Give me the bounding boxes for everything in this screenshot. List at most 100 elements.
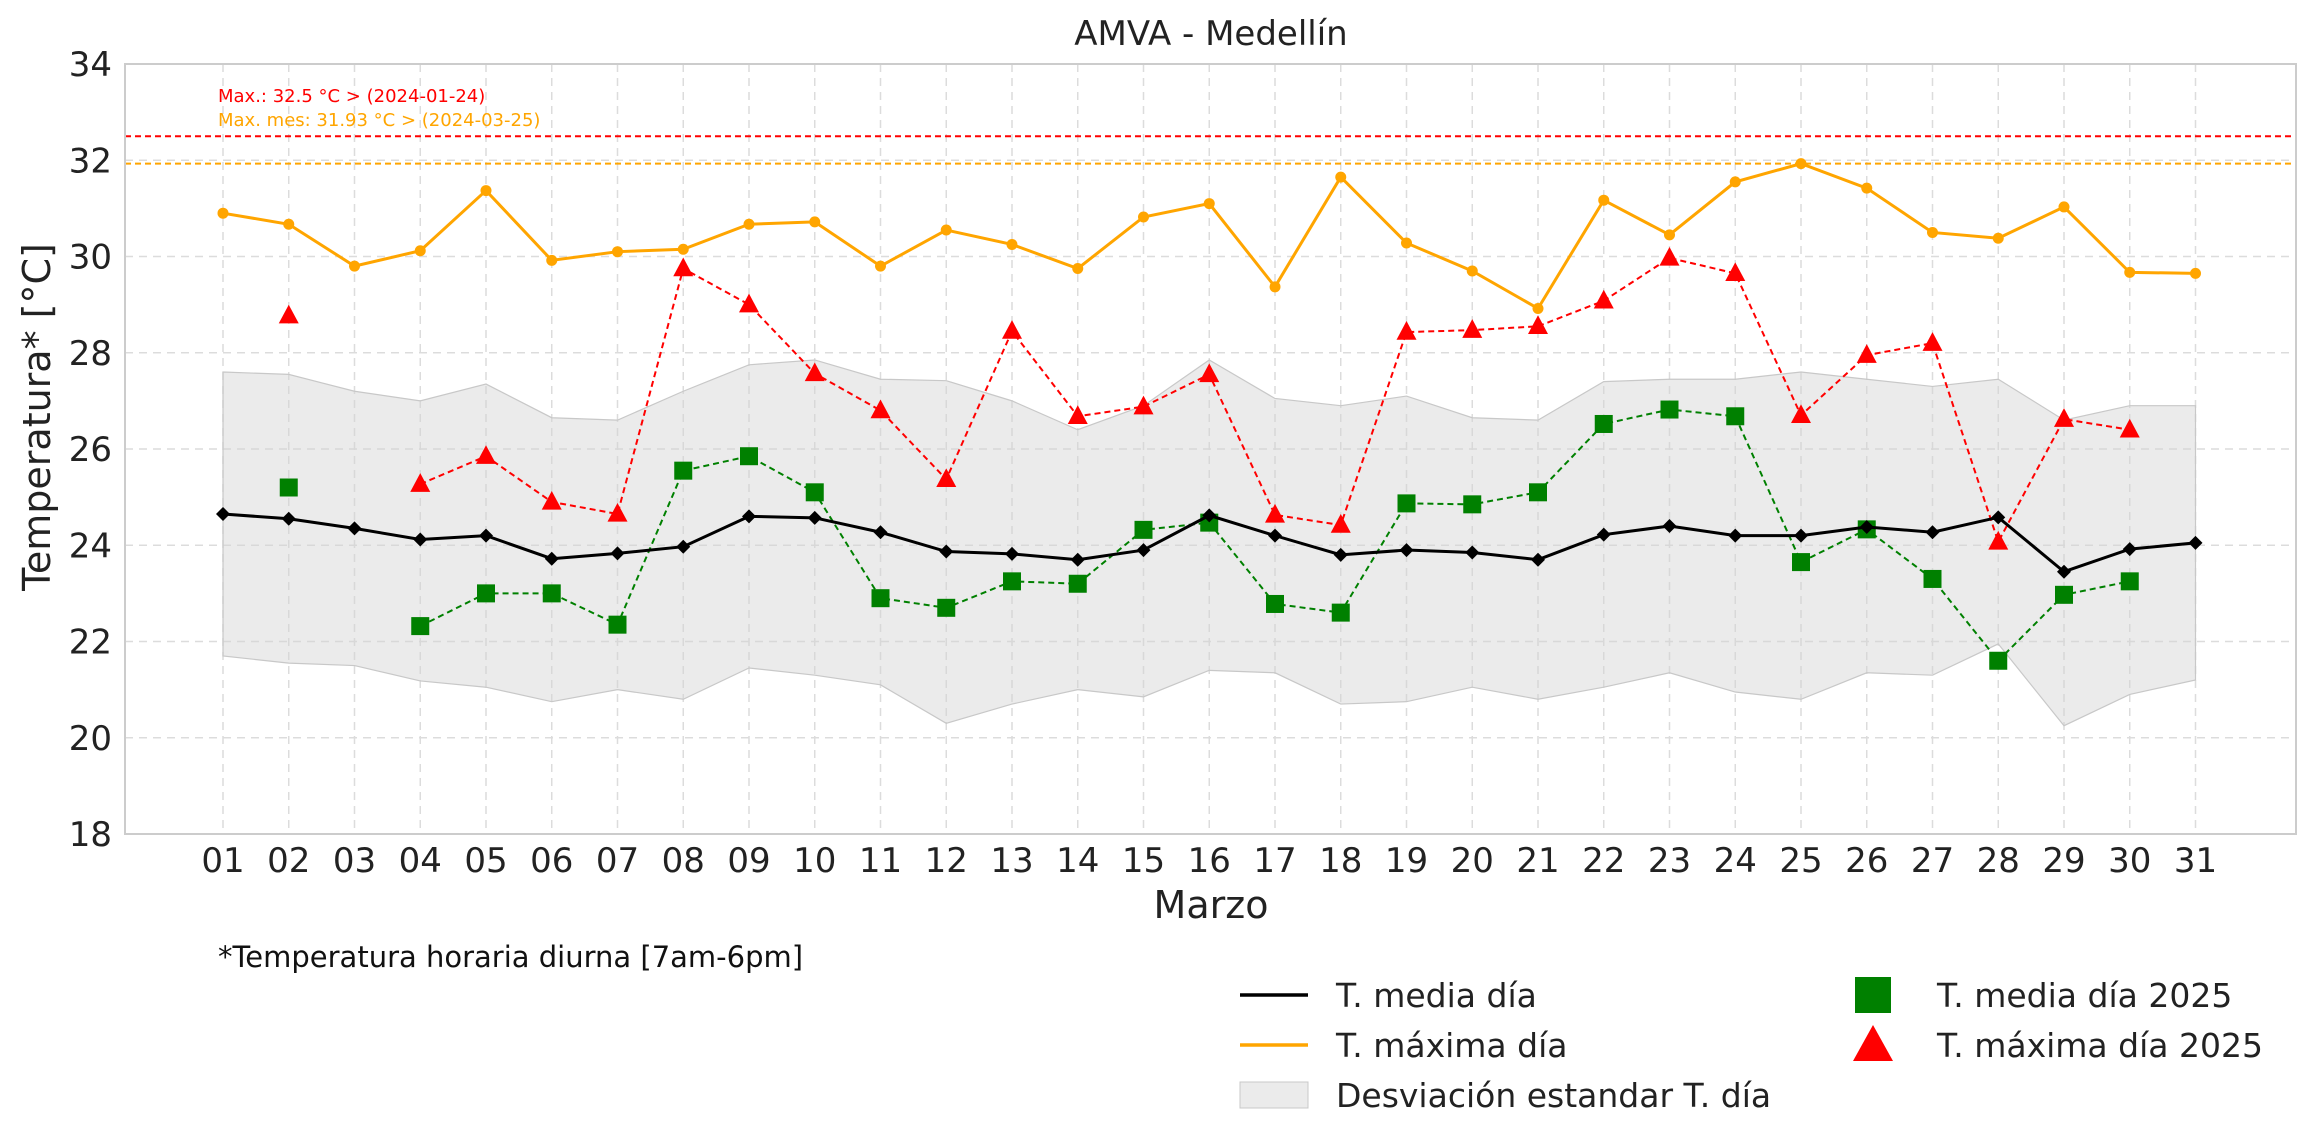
max-2025-point (1067, 405, 1088, 424)
x-tick-label: 06 (530, 841, 573, 881)
max-temp-point (2124, 266, 2136, 278)
y-tick-label: 34 (69, 45, 112, 85)
mean-2025-point (608, 615, 627, 634)
mean-temp-point (1202, 508, 1217, 523)
mean-temp-point (676, 539, 691, 554)
mean-temp-point (807, 510, 822, 525)
max-temp-point (1927, 226, 1938, 238)
max-temp-point (1861, 182, 1873, 194)
y-tick-label: 26 (69, 430, 112, 470)
mean-2025-point (937, 598, 956, 617)
mean-2025-point (1594, 414, 1613, 433)
mean-temp-point (216, 506, 230, 521)
max-temp-point (1203, 198, 1215, 210)
mean-temp-point (1728, 528, 1743, 543)
y-tick-label: 28 (69, 334, 112, 374)
legend-label: T. máxima día (1335, 1026, 1567, 1065)
mean-temp-point (1662, 519, 1677, 533)
max-temp-point (283, 218, 295, 230)
max-temp-point (677, 243, 689, 255)
x-tick-label: 13 (990, 841, 1033, 881)
mean-2025-point (740, 447, 758, 466)
x-tick-label: 11 (859, 841, 902, 881)
mean-2025-point (542, 584, 561, 603)
max-2025-point (1396, 321, 1417, 340)
mean-2025-point (1003, 572, 1021, 591)
max-temp-point (349, 260, 360, 272)
x-tick-label: 10 (793, 841, 836, 881)
x-tick-label: 04 (399, 841, 442, 881)
max-temp-point (612, 246, 623, 258)
reference-lines: Max.: 32.5 °C > (2024-01-24) Max. mes: 31… (125, 86, 2296, 165)
y-tick-label: 30 (69, 238, 112, 278)
max-2025-point (1593, 289, 1614, 309)
mean-temp-point (873, 525, 888, 540)
x-tick-label: 27 (1911, 841, 1954, 881)
mean-temp-point (2057, 564, 2071, 579)
x-tick-label: 20 (1451, 841, 1494, 881)
mean-temp-point (1859, 519, 1874, 534)
mean-temp-point (1136, 543, 1151, 558)
max-temp-point (480, 185, 492, 197)
max-2025-point (410, 473, 431, 492)
chart-title: AMVA - Medellín (1074, 14, 1347, 54)
footnote: *Temperatura horaria diurna [7am-6pm] (218, 940, 803, 974)
mean-2025-point (477, 584, 495, 603)
max-2025-line (419, 256, 2130, 545)
x-tick-label: 08 (662, 841, 705, 881)
x-tick-label: 19 (1385, 841, 1428, 881)
mean-temp-point (1465, 545, 1480, 560)
mean-temp-point (1596, 527, 1611, 542)
max-2025-point (804, 362, 825, 382)
x-tick-label: 30 (2108, 841, 2151, 881)
x-tick-label: 01 (201, 841, 244, 881)
mean-temp-point (479, 528, 493, 543)
mean-2025-point (1989, 651, 2008, 670)
max-temp-point (809, 216, 821, 228)
reference-label: Max. mes: 31.93 °C > (2024-03-25) (218, 110, 540, 131)
x-tick-label: 18 (1319, 841, 1362, 881)
axes: 18 20 22 24 26 28 30 32 34 01 02 03 04 05 06 07 08 09 10 11… (69, 45, 2297, 881)
x-tick-label: 22 (1582, 841, 1625, 881)
max-temp-point (546, 254, 558, 266)
max-temp-point (2058, 201, 2070, 213)
max-temp-point (1466, 265, 1478, 277)
x-axis-title: Marzo (1154, 883, 1269, 927)
x-tick-label: 17 (1253, 841, 1296, 881)
max-2025-point (541, 490, 562, 510)
max-2025-point (870, 399, 891, 419)
max-2025-point (1462, 319, 1483, 338)
mean-temp-point (1794, 528, 1808, 543)
max-2025-point (1856, 344, 1877, 363)
max-temp-point (743, 218, 755, 230)
max-temp-point (1664, 229, 1675, 241)
max-2025-point (673, 257, 694, 277)
mean-2025-point (279, 478, 298, 497)
reference-label: Max.: 32.5 °C > (2024-01-24) (218, 86, 485, 107)
y-tick-label: 24 (69, 526, 112, 566)
mean-temp-point (544, 551, 559, 566)
max-temp-point (1992, 232, 2004, 244)
max-2025-point (739, 293, 759, 313)
max-temp-point (1138, 211, 1149, 223)
mean-2025-point (1463, 495, 1482, 514)
mean-temp-point (1399, 543, 1414, 558)
max-2025-point (2119, 418, 2140, 438)
x-tick-label: 14 (1056, 841, 1099, 881)
max-2025-point (476, 445, 496, 464)
legend-swatch (1239, 1081, 1309, 1109)
y-tick-label: 22 (69, 623, 112, 663)
max-2025-point (1988, 530, 2009, 550)
legend-label: Desviación estandar T. día (1336, 1076, 1771, 1115)
std-band (222, 359, 2197, 727)
x-tick-label: 25 (1779, 841, 1822, 881)
max-temp-point (1729, 176, 1741, 188)
mean-2025-point (1660, 400, 1679, 419)
legend-label: T. máxima día 2025 (1936, 1026, 2263, 1065)
max-temp-point (940, 224, 952, 236)
legend: T. media día T. máxima día Desviación esta… (1239, 976, 2263, 1115)
x-tick-label: 12 (925, 841, 968, 881)
x-tick-label: 16 (1188, 841, 1231, 881)
max-2025-point (1330, 514, 1351, 533)
